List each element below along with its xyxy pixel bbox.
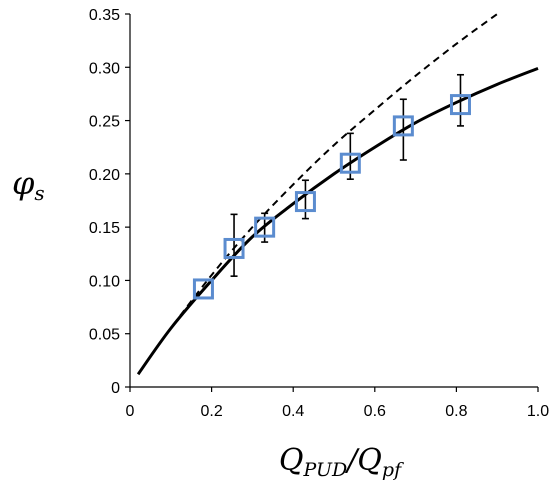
- data-point-marker: [339, 152, 361, 174]
- y-axis-title: φs: [12, 164, 45, 205]
- x-axis-title-slash: /Q: [344, 443, 382, 478]
- data-point-marker: [223, 237, 245, 259]
- y-tick-label: 0.15: [89, 220, 120, 237]
- x-tick-label: 0.8: [445, 403, 467, 420]
- x-ticks: 0 0.2 0.4 0.6 0.8 1.0: [126, 387, 549, 420]
- x-axis-title-sub2: pf: [382, 459, 404, 480]
- y-axis-title-main: φ: [12, 164, 35, 202]
- data-point-marker: [392, 115, 414, 137]
- x-tick-label: 0.4: [282, 403, 304, 420]
- x-axis-title-sub1: PUD: [303, 459, 348, 480]
- y-ticks: 0 0.05 0.10 0.15 0.20 0.25 0.30 0.35: [89, 7, 130, 397]
- data-point-marker: [192, 278, 214, 300]
- curves: [136, 13, 539, 376]
- y-axis-title-sub: s: [34, 181, 44, 205]
- dashed-curve: [137, 13, 498, 375]
- y-tick-label: 0: [111, 380, 120, 397]
- axes: [129, 14, 538, 388]
- x-tick-label: 0.6: [364, 403, 386, 420]
- y-tick-label: 0.30: [89, 60, 120, 77]
- solid-curve: [136, 66, 539, 376]
- data-point-marker: [294, 191, 316, 213]
- data-point-marker: [254, 216, 276, 238]
- x-tick-label: 0.2: [200, 403, 222, 420]
- data-point-marker: [449, 94, 471, 116]
- x-tick-label: 0: [126, 403, 135, 420]
- x-tick-label: 1.0: [527, 403, 549, 420]
- x-axis-title-main: Q: [279, 443, 304, 478]
- y-tick-label: 0.35: [89, 7, 120, 24]
- markers: [192, 94, 471, 300]
- y-tick-label: 0.05: [89, 327, 120, 344]
- error-bars: [230, 73, 464, 277]
- x-axis-title: QPUD/Qpf: [279, 443, 404, 480]
- y-tick-label: 0.10: [89, 273, 120, 290]
- y-tick-label: 0.25: [89, 114, 120, 131]
- y-tick-label: 0.20: [89, 167, 120, 184]
